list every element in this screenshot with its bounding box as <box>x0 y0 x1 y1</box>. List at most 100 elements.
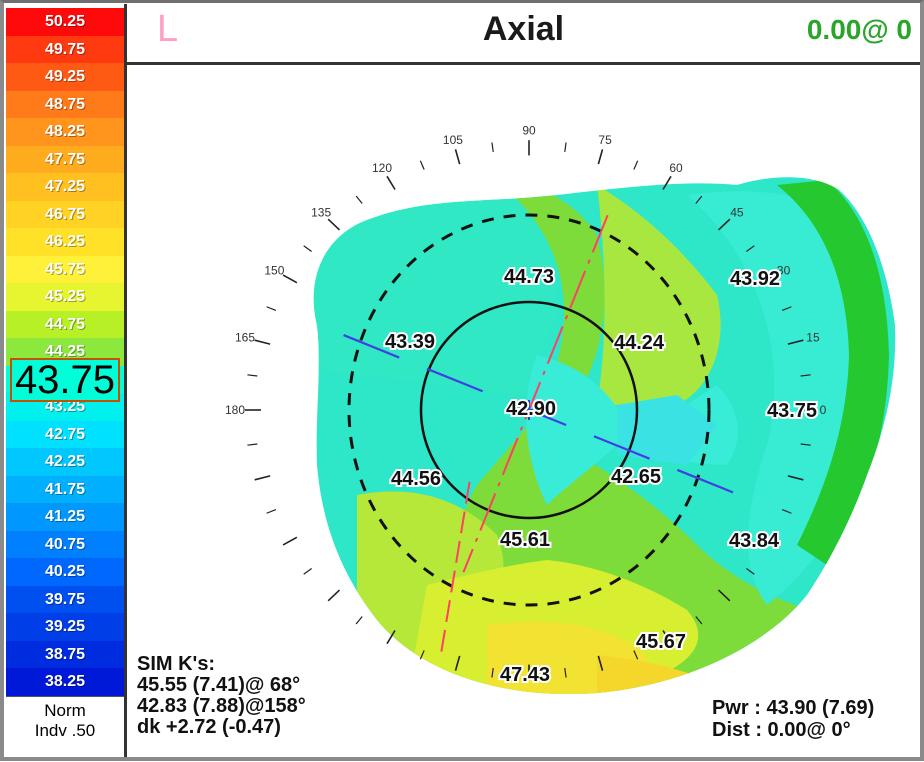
axis-tick <box>564 667 567 678</box>
axis-tick <box>781 306 792 311</box>
axis-tick <box>303 567 312 575</box>
legend-cell-45-25: 45.25 <box>6 283 124 311</box>
legend-cell-46-25: 46.25 <box>6 228 124 256</box>
axis-tick <box>695 616 703 625</box>
axis-tick <box>266 306 277 311</box>
cornea-map <box>313 177 896 695</box>
value-label-upper-right: 43.92 <box>730 268 780 290</box>
power-readout: Pwr : 43.90 (7.69) Dist : 0.00@ 0° <box>712 697 874 741</box>
axis-tick <box>746 245 755 253</box>
legend-cell-46-75: 46.75 <box>6 200 124 228</box>
axis-tick <box>254 475 271 481</box>
axis-tick <box>355 616 363 625</box>
sim-k-line1: 45.55 (7.41)@ 68° <box>137 674 301 696</box>
value-label-center-right: 44.24 <box>614 332 665 354</box>
axis-tick <box>564 142 567 153</box>
angle-label-150: 150 <box>264 263 284 277</box>
value-label-bottom: 47.43 <box>500 664 550 686</box>
axis-tick <box>327 589 341 602</box>
angle-label-45: 45 <box>730 206 744 220</box>
sim-k-line2: 42.83 (7.88)@158° <box>137 695 306 717</box>
axis-tick <box>800 443 811 446</box>
axis-tick <box>282 274 298 284</box>
legend-cell-50-25: 50.25 <box>6 8 124 36</box>
sim-k-heading: SIM K's: <box>137 653 216 675</box>
axis-tick <box>491 142 494 153</box>
legend-selected-value[interactable]: 43.75 <box>10 357 120 402</box>
legend-cell-49-25: 49.25 <box>6 63 124 91</box>
angle-label-60: 60 <box>669 161 683 175</box>
axis-tick <box>254 339 271 345</box>
legend-cell-47-75: 47.75 <box>6 145 124 173</box>
value-label-lower-left: 44.56 <box>391 468 441 490</box>
legend-footer-step: Indv .50 <box>34 721 96 740</box>
axis-tick <box>662 175 672 190</box>
axis-tick <box>695 195 703 204</box>
flat-axis-line <box>343 334 739 496</box>
angle-label-75: 75 <box>598 133 612 147</box>
angle-label-135: 135 <box>311 206 331 220</box>
axis-tick <box>247 374 258 377</box>
angle-label-30: 30 <box>777 263 791 277</box>
legend-scale-type: Norm Indv .50 <box>6 696 124 752</box>
sim-k-line3: dk +2.72 (-0.47) <box>137 716 281 738</box>
axis-tick <box>454 655 461 671</box>
axis-tick <box>386 175 396 190</box>
angle-label-105: 105 <box>443 133 463 147</box>
legend-cell-42-75: 42.75 <box>6 420 124 448</box>
distance-value: Dist : 0.00@ 0° <box>712 719 851 741</box>
legend-cell-48-25: 48.25 <box>6 118 124 146</box>
axis-tick <box>419 160 425 170</box>
axis-tick <box>633 160 639 170</box>
legend-cell-48-75: 48.75 <box>6 90 124 118</box>
angle-label-165: 165 <box>235 331 255 345</box>
axis-tick <box>247 443 258 446</box>
value-label-upper-center: 44.73 <box>504 266 554 288</box>
power-value: Pwr : 43.90 (7.69) <box>712 697 875 719</box>
legend-cell-44-75: 44.75 <box>6 310 124 338</box>
value-label-center: 42.90 <box>506 398 556 420</box>
axis-tick <box>491 667 494 678</box>
legend-cell-47-25: 47.25 <box>6 173 124 201</box>
eye-label: L <box>157 8 179 50</box>
axis-tick <box>597 149 604 165</box>
cursor-readout: 0.00@ 0 <box>806 14 912 45</box>
angle-label-0: 0 <box>820 403 827 417</box>
legend-footer-norm: Norm <box>44 701 86 720</box>
axis-tick <box>717 589 731 602</box>
legend-separator <box>124 4 127 757</box>
value-label-lower-right: 43.84 <box>729 530 780 552</box>
legend-cell-45-75: 45.75 <box>6 255 124 283</box>
value-label-bottom-right: 45.67 <box>636 631 686 653</box>
axis-tick <box>327 218 341 231</box>
legend-cell-39-25: 39.25 <box>6 613 124 641</box>
zone-6mm-circle <box>347 213 711 607</box>
value-label-lower-center: 45.61 <box>500 529 550 551</box>
axis-tick <box>781 509 792 514</box>
axis-tick <box>787 475 804 481</box>
legend-cell-41-25: 41.25 <box>6 503 124 531</box>
axis-tick <box>760 274 776 284</box>
axial-map[interactable]: 90 75 60 45 30 15 0 105 120 135 150 165 180 44.73 43.9… <box>127 65 920 757</box>
steep-axis-line <box>462 214 609 573</box>
axis-tick <box>717 218 731 231</box>
angle-label-180: 180 <box>225 403 245 417</box>
legend-cell-38-75: 38.75 <box>6 640 124 668</box>
legend-cell-40-75: 40.75 <box>6 530 124 558</box>
angle-label-90: 90 <box>522 124 536 138</box>
map-header: L Axial 0.00@ 0 <box>127 4 920 65</box>
axis-tick <box>419 650 425 660</box>
sim-k-readout: SIM K's: 45.55 (7.41)@ 68° 42.83 (7.88)@… <box>137 654 306 738</box>
legend-cell-38-25: 38.25 <box>6 668 124 696</box>
axis-tick <box>746 567 755 575</box>
value-label-lower-center-right: 42.65 <box>611 466 661 488</box>
axis-tick <box>266 509 277 514</box>
axis-tick <box>386 630 396 645</box>
map-title: Axial <box>482 10 565 48</box>
axis-tick <box>597 655 604 671</box>
axis-tick <box>454 149 461 165</box>
legend-cell-49-75: 49.75 <box>6 35 124 63</box>
legend-cell-42-25: 42.25 <box>6 448 124 476</box>
